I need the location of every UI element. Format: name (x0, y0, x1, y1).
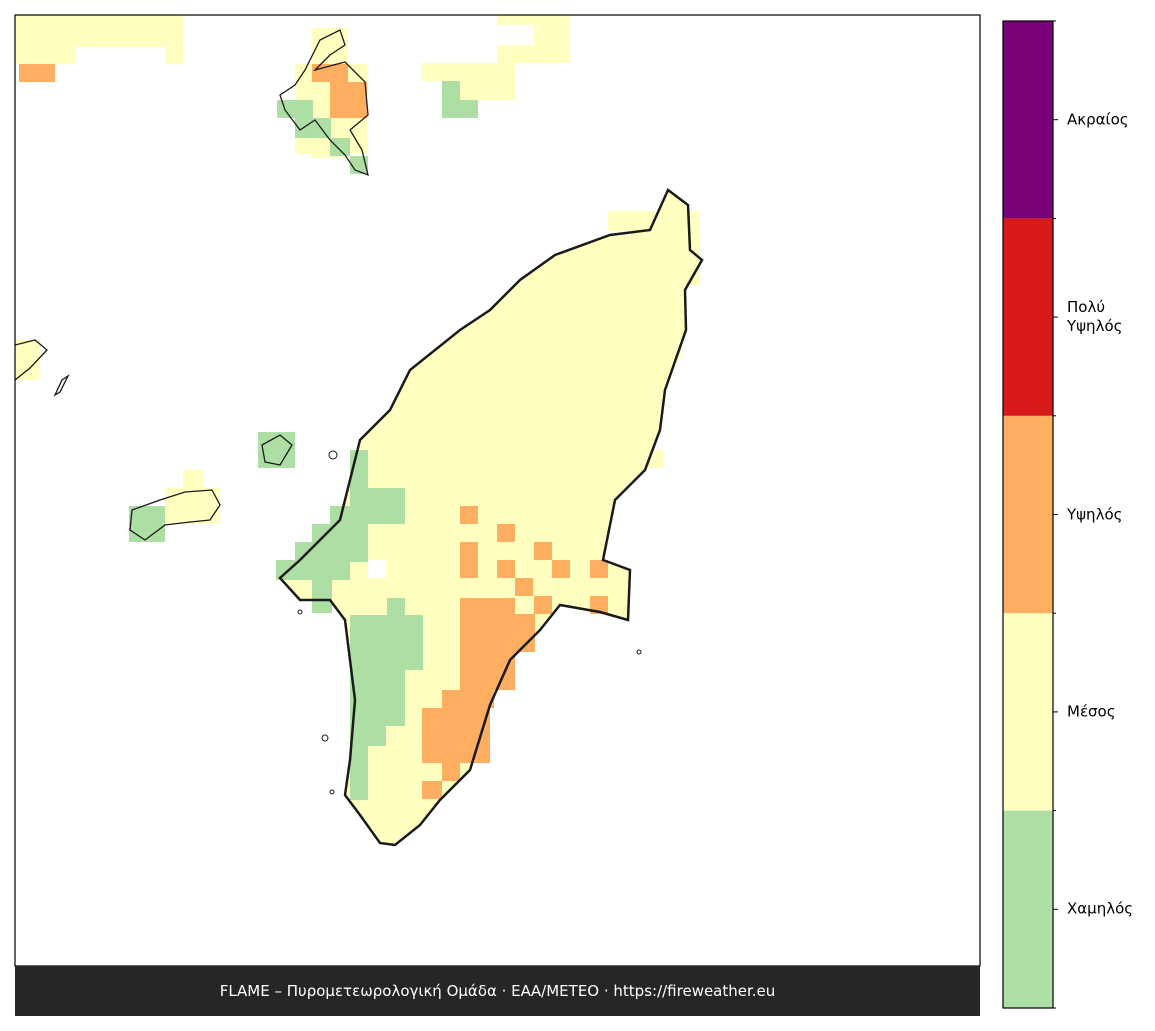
high-cells (19, 64, 608, 799)
coastlines (15, 29, 704, 847)
colorbar-label: Υψηλός (1067, 505, 1123, 523)
colorbar-label: Μέσος (1067, 702, 1116, 721)
missing-cells (368, 560, 386, 578)
map-layer (15, 15, 704, 847)
colorbar-segment (1003, 21, 1053, 219)
colorbar-label: Χαμηλός (1067, 899, 1134, 918)
colorbar (1002, 20, 1058, 1009)
colorbar-label: Πολύ Υψηλός (1067, 298, 1123, 336)
colorbar-frame (1002, 20, 1054, 1009)
colorbar-segment (1003, 613, 1053, 811)
colorbar-label: Ακραίος (1067, 110, 1129, 129)
colorbar-segment (1003, 810, 1053, 1008)
colorbar-segment (1003, 415, 1053, 614)
colorbar-segment (1003, 218, 1053, 416)
footer: FLAME – Πυρομετεωρολογική Ομάδα · ΕΑΑ/ME… (15, 966, 980, 1016)
